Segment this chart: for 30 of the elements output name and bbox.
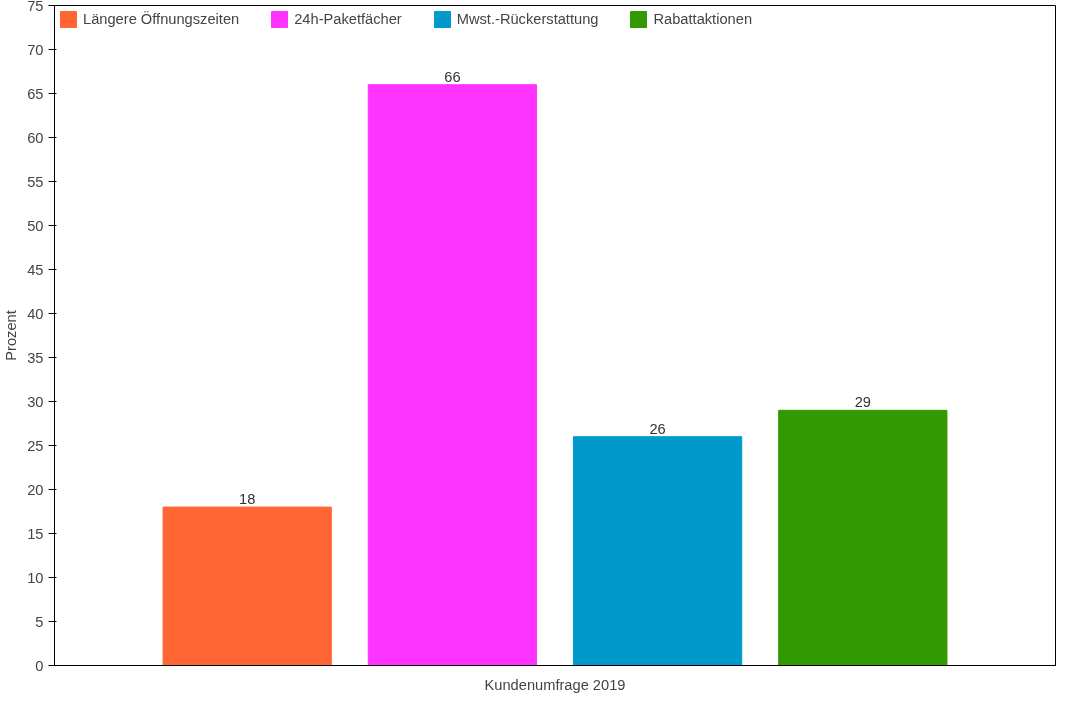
y-axis-title: Prozent <box>3 310 20 361</box>
y-tick-label: 5 <box>35 613 44 630</box>
y-tick-label: 60 <box>27 129 44 146</box>
y-tick-label: 0 <box>35 657 44 674</box>
y-tick-label: 70 <box>27 41 44 58</box>
data-label: 26 <box>649 420 666 437</box>
data-label: 66 <box>444 68 461 85</box>
bar <box>162 506 332 666</box>
y-tick-label: 25 <box>27 437 44 454</box>
y-tick-label: 20 <box>27 481 44 498</box>
y-tick-label: 10 <box>27 569 44 586</box>
legend-label: Mwst.-Rückerstattung <box>456 11 599 27</box>
bar <box>572 436 743 666</box>
y-tick-label: 55 <box>27 173 44 190</box>
data-label: 18 <box>239 491 256 508</box>
legend-label: 24h-Paketfächer <box>294 11 402 27</box>
bar <box>778 409 948 666</box>
y-tick-label: 15 <box>27 525 44 542</box>
y-tick-label: 45 <box>27 261 44 278</box>
bar <box>367 84 538 666</box>
legend-label: Längere Öffnungszeiten <box>83 11 240 27</box>
legend-label: Rabattaktionen <box>653 11 753 27</box>
x-axis-title: Kundenumfrage 2019 <box>484 676 626 693</box>
y-tick-label: 65 <box>27 85 44 102</box>
y-tick-label: 50 <box>27 217 44 234</box>
y-tick-label: 30 <box>27 393 44 410</box>
data-label: 29 <box>854 394 871 411</box>
y-tick-label: 40 <box>27 305 44 322</box>
y-tick-label: 35 <box>27 349 44 366</box>
y-tick-label: 75 <box>27 0 44 14</box>
